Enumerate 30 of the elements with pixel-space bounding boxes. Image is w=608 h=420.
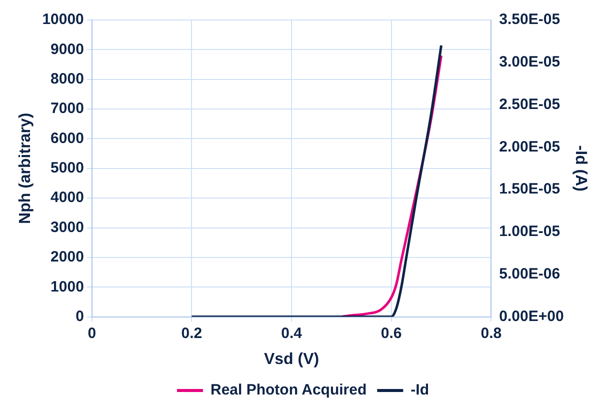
y-tick-label: 5000 — [50, 160, 84, 177]
y-tick-label: 1000 — [50, 278, 84, 296]
y2-tick-label: 1.50E-05 — [499, 180, 560, 198]
y-tick-label: 7000 — [50, 100, 84, 118]
y2-tick-label: 3.00E-05 — [499, 54, 560, 71]
y-tick-label: 2000 — [50, 248, 84, 266]
y-tick-label: 9000 — [50, 40, 84, 58]
y-tick-label: 6000 — [50, 130, 84, 147]
x-tick-label: 0.2 — [181, 324, 202, 342]
y-tick-label: 0 — [76, 308, 84, 325]
y2-tick-label: 5.00E-06 — [499, 266, 560, 283]
x-axis-title: Vsd (V) — [264, 350, 320, 368]
y2-tick-label: 2.50E-05 — [499, 96, 560, 113]
y-tick-label: 10000 — [42, 11, 84, 28]
y-tick-label: 8000 — [50, 70, 84, 88]
x-tick-label: 0 — [88, 324, 96, 342]
legend-label: -Id — [410, 382, 430, 399]
y2-tick-label: 3.50E-05 — [499, 11, 560, 28]
y2-axis-title: -Id (A) — [572, 145, 589, 192]
y-tick-label: 4000 — [50, 189, 84, 206]
x-tick-label: 0.8 — [480, 324, 502, 342]
y-tick-label: 3000 — [50, 218, 84, 236]
y2-tick-label: 0.00E+00 — [499, 308, 564, 325]
line-series — [190, 44, 442, 317]
x-tick-label: 0.6 — [380, 324, 402, 342]
y2-tick-label: 2.00E-05 — [499, 138, 560, 156]
x-tick-label: 0.4 — [281, 324, 303, 342]
y2-tick-label: 1.00E-05 — [499, 223, 560, 240]
legend-label: Real Photon Acquired — [210, 382, 367, 399]
y-axis-title: Nph (arbitrary) — [17, 112, 34, 224]
